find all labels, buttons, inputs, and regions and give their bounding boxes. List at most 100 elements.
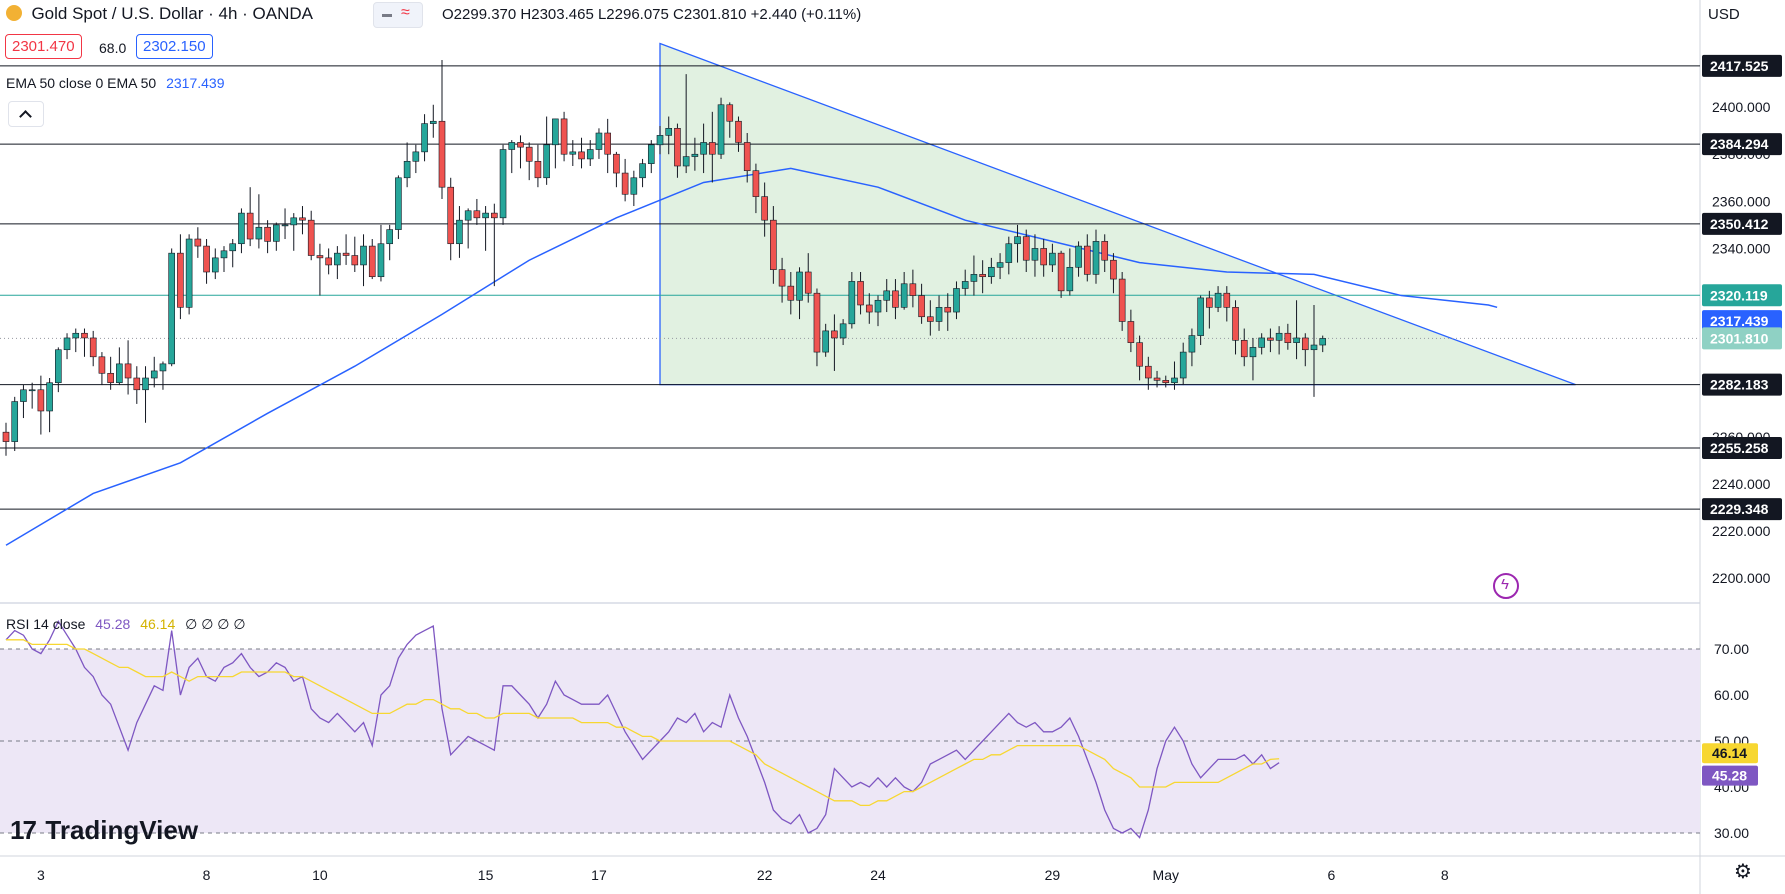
currency-select[interactable]: USD	[1708, 6, 1740, 23]
candle	[1232, 300, 1239, 355]
time-axis-tick: 29	[1045, 867, 1061, 883]
candle	[429, 104, 437, 138]
indicator-toggle-button[interactable]: ≈	[373, 2, 423, 28]
settings-gear-icon[interactable]: ⚙	[1734, 861, 1752, 883]
candle-body	[1171, 377, 1178, 384]
candle-body	[988, 266, 995, 278]
candle	[691, 137, 699, 171]
candle	[299, 206, 306, 235]
candle-body	[2, 431, 10, 442]
candle	[1049, 243, 1056, 272]
candle-body	[1110, 259, 1117, 280]
wave-icon: ≈	[401, 4, 410, 21]
candle-body	[613, 153, 620, 174]
candle	[1310, 304, 1318, 397]
candle-body	[1083, 245, 1091, 275]
candle	[752, 163, 760, 214]
candle	[1153, 370, 1161, 388]
candle	[569, 140, 577, 166]
candle	[185, 234, 193, 315]
candle	[290, 213, 298, 251]
candle	[674, 123, 681, 178]
candle	[900, 272, 908, 310]
candle	[1188, 328, 1196, 367]
rsi-axis-label: 45.28	[1712, 768, 1747, 784]
candle-body	[351, 255, 359, 266]
candle	[883, 279, 891, 313]
level-price-label-box	[1702, 373, 1782, 396]
sell-price-button[interactable]: 2301.470	[5, 34, 82, 59]
candle-body	[586, 149, 594, 160]
candle	[351, 236, 359, 272]
ema-legend[interactable]: EMA 50 close 0 EMA 50 2317.439	[6, 75, 225, 91]
candle	[979, 260, 986, 294]
candle-body	[953, 288, 960, 313]
candle-body	[525, 146, 533, 162]
candle	[552, 118, 559, 169]
symbol-title[interactable]: Gold Spot / U.S. Dollar · 4h · OANDA	[31, 4, 313, 23]
candle-body	[395, 177, 402, 230]
candle	[229, 239, 237, 268]
candle-body	[1040, 248, 1047, 266]
candle-body	[299, 217, 306, 221]
candle	[1214, 286, 1222, 313]
gold-coin-icon	[6, 5, 22, 21]
candle	[613, 151, 620, 188]
candle-body	[900, 283, 908, 308]
candle-body	[360, 245, 367, 266]
candle-body	[892, 290, 899, 308]
candle-body	[517, 142, 524, 148]
candle	[909, 269, 917, 308]
candle-body	[473, 210, 481, 219]
candle-body	[787, 285, 795, 301]
candle	[647, 140, 655, 174]
ema-price-label-box	[1702, 310, 1782, 333]
buy-price-button[interactable]: 2302.150	[136, 34, 213, 59]
candle	[595, 128, 603, 159]
candle-body	[717, 104, 725, 155]
candle	[996, 253, 1004, 280]
candle	[2, 422, 10, 456]
candle	[682, 74, 690, 174]
candle	[72, 328, 80, 353]
price-axis-tick: 2400.000	[1712, 99, 1771, 115]
candle	[421, 114, 428, 162]
candle-body	[273, 224, 280, 242]
candle-body	[857, 281, 864, 306]
brand-name: TradingView	[45, 815, 199, 845]
candle	[342, 234, 350, 265]
candle-body	[1049, 252, 1056, 266]
candle-body	[334, 252, 341, 266]
candle	[334, 246, 341, 280]
candle-body	[116, 363, 123, 384]
collapse-legend-button[interactable]	[8, 101, 44, 127]
rsi-axis-label-box	[1702, 765, 1758, 786]
rsi-label: RSI 14 close	[6, 616, 86, 632]
rsi-legend[interactable]: RSI 14 close 45.28 46.14 ∅ ∅ ∅ ∅	[6, 616, 246, 633]
candle-body	[927, 316, 934, 322]
candle	[203, 239, 210, 284]
lightning-icon[interactable]: ϟ	[1493, 573, 1519, 599]
candle-body	[1197, 297, 1204, 336]
candle	[107, 356, 114, 390]
candle-body	[1118, 278, 1126, 322]
candle-body	[1145, 365, 1152, 379]
time-axis-tick: 24	[870, 867, 886, 883]
candle	[63, 333, 71, 360]
candle	[927, 300, 934, 336]
candle	[1022, 229, 1030, 272]
tradingview-logo: 17 TradingView	[10, 815, 198, 846]
level-price-label: 2417.525	[1710, 58, 1769, 74]
ema-value: 2317.439	[166, 75, 225, 91]
candle-body	[307, 219, 315, 256]
candle-body	[1101, 241, 1109, 261]
candle-body	[429, 120, 437, 124]
candle-body	[508, 142, 516, 150]
candle-body	[281, 224, 289, 227]
candle	[726, 102, 734, 138]
candle	[447, 177, 455, 261]
candle-body	[935, 307, 943, 322]
candle-body	[656, 135, 664, 146]
pane-separator	[0, 602, 1700, 604]
